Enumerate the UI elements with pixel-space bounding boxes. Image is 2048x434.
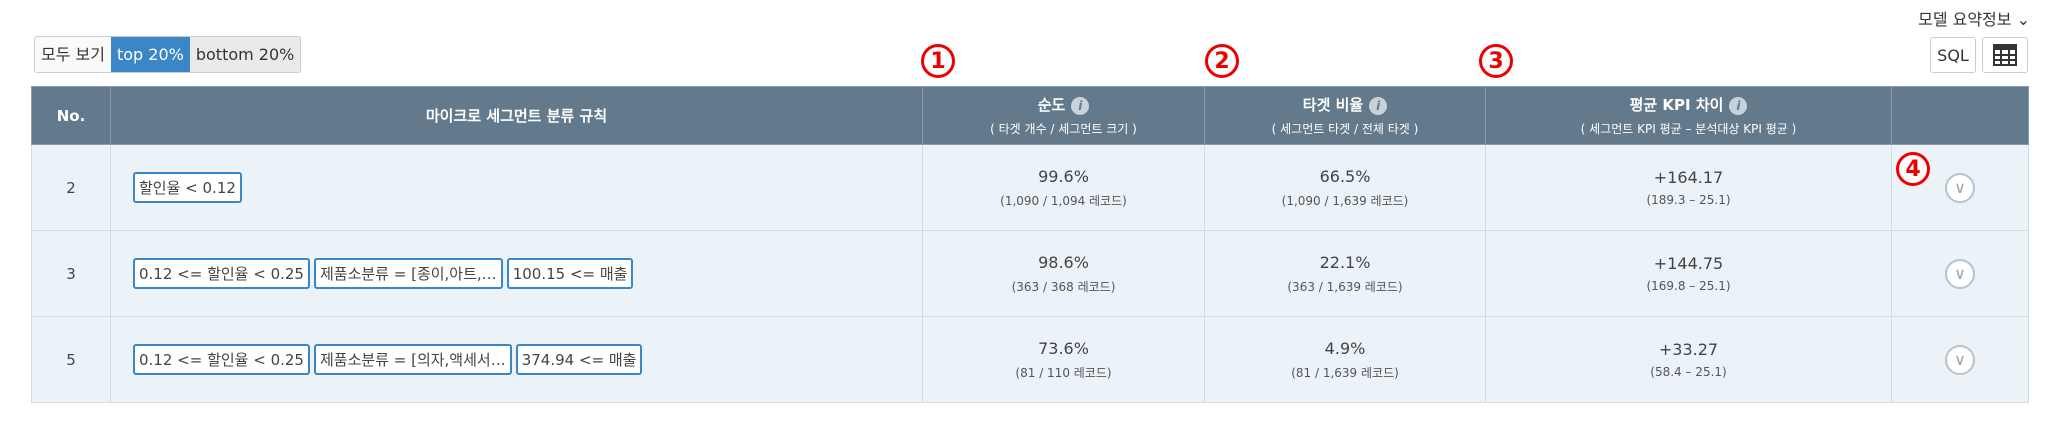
ratio-detail: (1,090 / 1,639 레코드) [1281,193,1409,208]
ratio-detail: (81 / 1,639 레코드) [1291,365,1399,380]
marker-4: 4 [1896,152,1930,186]
marker-2: 2 [1205,44,1239,78]
row-actions: ∨ [1891,230,2029,317]
marker-1: 1 [921,44,955,78]
row-no: 5 [31,316,111,403]
table-row: 5 0.12 <= 할인율 < 0.25 제품소분류 = [의자,액세서… 374.… [31,316,2029,403]
filter-top20-button[interactable]: top 20% [110,37,190,72]
row-purity: 99.6% (1,090 / 1,094 레코드) [922,144,1205,231]
chevron-down-icon[interactable]: ∨ [1945,258,1975,289]
row-kpi: +164.17 (189.3 – 25.1) [1485,144,1892,231]
ratio-detail: (363 / 1,639 레코드) [1287,279,1403,294]
kpi-value: +144.75 [1653,254,1724,273]
ratio-value: 22.1% [1319,252,1371,272]
row-rules: 0.12 <= 할인율 < 0.25 제품소분류 = [종이,아트,… 100.15… [110,230,923,317]
col-rule: 마이크로 세그먼트 분류 규칙 [110,86,923,145]
table-view-button[interactable] [1982,37,2028,73]
row-rules: 할인율 < 0.12 [110,144,923,231]
ratio-value: 66.5% [1319,166,1371,186]
purity-title: 순도 [1037,96,1066,114]
marker-3: 3 [1479,44,1513,78]
filter-group: 모두 보기 top 20% bottom 20% [34,36,302,73]
kpi-sub: ( 세그먼트 KPI 평균 – 분석대상 KPI 평균 ) [1580,122,1797,136]
row-ratio: 4.9% (81 / 1,639 레코드) [1204,316,1486,403]
purity-detail: (1,090 / 1,094 레코드) [1000,193,1127,208]
ratio-value: 4.9% [1324,338,1366,358]
segment-table: No. 마이크로 세그먼트 분류 규칙 순도 i ( 타겟 개수 / 세그먼트 크기… [31,86,2029,403]
kpi-detail: (58.4 – 25.1) [1650,365,1727,379]
info-icon[interactable]: i [1071,96,1090,115]
purity-sub: ( 타겟 개수 / 세그먼트 크기 ) [990,122,1137,136]
rule-tag[interactable]: 제품소분류 = [의자,액세서… [313,344,512,375]
purity-detail: (81 / 110 레코드) [1015,365,1112,380]
table-header: No. 마이크로 세그먼트 분류 규칙 순도 i ( 타겟 개수 / 세그먼트 크기… [31,86,2029,145]
rule-tag[interactable]: 0.12 <= 할인율 < 0.25 [133,344,310,375]
row-kpi: +144.75 (169.8 – 25.1) [1485,230,1892,317]
col-purity: 순도 i ( 타겟 개수 / 세그먼트 크기 ) [922,86,1205,145]
filter-all-button[interactable]: 모두 보기 [35,37,111,72]
ratio-sub: ( 세그먼트 타겟 / 전체 타겟 ) [1271,122,1419,136]
kpi-detail: (169.8 – 25.1) [1646,279,1731,293]
row-purity: 98.6% (363 / 368 레코드) [922,230,1205,317]
rule-tag[interactable]: 100.15 <= 매출 [506,258,634,289]
row-rules: 0.12 <= 할인율 < 0.25 제품소분류 = [의자,액세서… 374.94… [110,316,923,403]
filter-bottom20-button[interactable]: bottom 20% [189,37,301,72]
kpi-value: +164.17 [1653,168,1724,187]
col-kpi: 평균 KPI 차이 i ( 세그먼트 KPI 평균 – 분석대상 KPI 평균 ) [1485,86,1892,145]
purity-value: 98.6% [1038,252,1089,272]
col-actions [1891,86,2029,145]
chevron-down-icon[interactable]: ∨ [1945,172,1975,203]
model-summary-dropdown[interactable]: 모델 요약정보 ⌄ [1918,10,2030,29]
rule-tag[interactable]: 제품소분류 = [종이,아트,… [313,258,503,289]
row-no: 2 [31,144,111,231]
row-purity: 73.6% (81 / 110 레코드) [922,316,1205,403]
table-row: 3 0.12 <= 할인율 < 0.25 제품소분류 = [종이,아트,… 100.… [31,230,2029,317]
row-ratio: 66.5% (1,090 / 1,639 레코드) [1204,144,1486,231]
purity-value: 99.6% [1038,166,1089,186]
rule-tag[interactable]: 0.12 <= 할인율 < 0.25 [133,258,310,289]
purity-detail: (363 / 368 레코드) [1011,279,1116,294]
info-icon[interactable]: i [1729,96,1748,115]
info-icon[interactable]: i [1369,96,1388,115]
sql-button[interactable]: SQL [1930,37,1976,73]
grid-icon [1993,44,2017,66]
row-actions: ∨ [1891,316,2029,403]
row-kpi: +33.27 (58.4 – 25.1) [1485,316,1892,403]
chevron-down-icon[interactable]: ∨ [1945,344,1975,375]
col-no: No. [31,86,111,145]
row-no: 3 [31,230,111,317]
kpi-value: +33.27 [1658,340,1719,359]
col-ratio: 타겟 비율 i ( 세그먼트 타겟 / 전체 타겟 ) [1204,86,1486,145]
table-row: 2 할인율 < 0.12 99.6% (1,090 / 1,094 레코드) 66… [31,144,2029,231]
kpi-title: 평균 KPI 차이 [1629,96,1724,114]
rule-tag[interactable]: 374.94 <= 매출 [515,344,643,375]
kpi-detail: (189.3 – 25.1) [1646,193,1731,207]
rule-tag[interactable]: 할인율 < 0.12 [133,172,242,203]
ratio-title: 타겟 비율 [1302,96,1364,114]
purity-value: 73.6% [1038,338,1089,358]
row-ratio: 22.1% (363 / 1,639 레코드) [1204,230,1486,317]
